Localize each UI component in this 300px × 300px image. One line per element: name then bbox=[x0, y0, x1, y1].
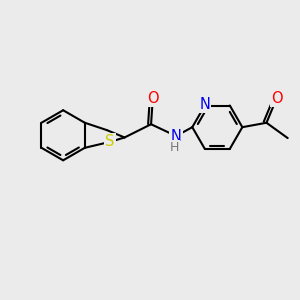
Text: H: H bbox=[170, 141, 179, 154]
Text: S: S bbox=[105, 134, 115, 149]
Text: O: O bbox=[147, 91, 158, 106]
Text: O: O bbox=[271, 91, 283, 106]
Text: N: N bbox=[200, 97, 210, 112]
Text: N: N bbox=[171, 128, 182, 143]
